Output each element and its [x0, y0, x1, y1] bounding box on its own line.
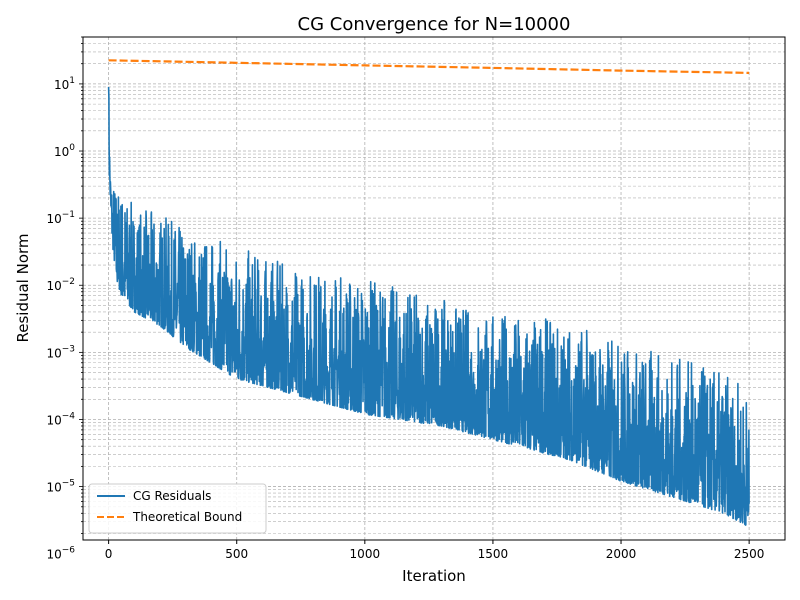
series-line-cg-residuals	[107, 86, 750, 526]
legend-label: CG Residuals	[133, 489, 211, 503]
x-tick-label: 1500	[478, 547, 509, 561]
y-tick-label: 10−6	[46, 546, 75, 562]
x-tick-label: 0	[105, 547, 113, 561]
y-tick-label: 10−4	[46, 411, 75, 427]
axis-ticks: 0 500 1000 1500 2000 2500 10−6 10−5 10−4 10−3 10−2…	[46, 36, 765, 562]
x-tick-label: 2500	[734, 547, 765, 561]
legend: CG Residuals Theoretical Bound	[88, 483, 267, 534]
x-tick-label: 500	[225, 547, 248, 561]
y-tick-label: 10−3	[46, 344, 75, 360]
legend-label: Theoretical Bound	[132, 510, 242, 524]
series-line-theoretical-bound	[108, 59, 750, 74]
y-tick-label: 101	[54, 76, 75, 92]
y-axis-label: Residual Norm	[14, 233, 32, 342]
y-tick-label: 10−2	[46, 277, 75, 293]
y-tick-label: 10−5	[46, 479, 75, 495]
series-layer	[107, 59, 750, 526]
legend-box	[88, 483, 267, 534]
x-axis-label: Iteration	[402, 567, 466, 585]
y-tick-label: 100	[54, 143, 75, 159]
x-tick-label: 2000	[606, 547, 637, 561]
y-tick-label: 10−1	[46, 210, 75, 226]
x-tick-label: 1000	[350, 547, 381, 561]
chart-title: CG Convergence for N=10000	[298, 14, 571, 35]
